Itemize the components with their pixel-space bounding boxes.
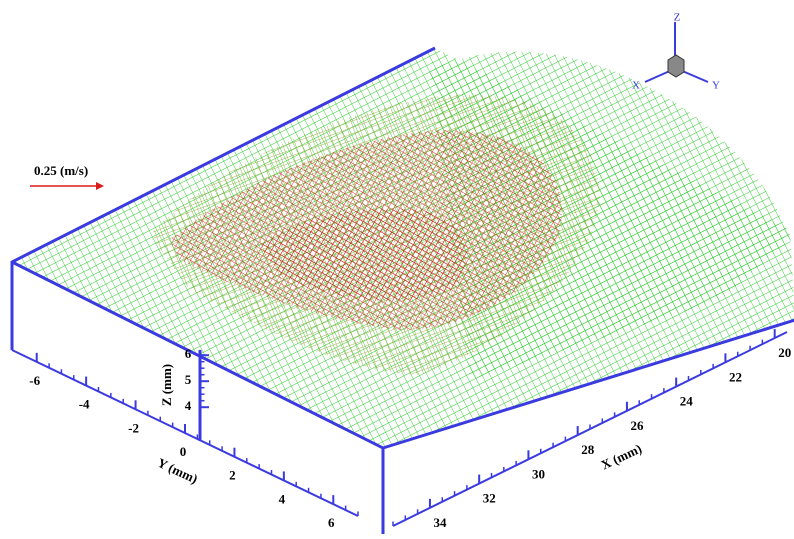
y-axis-label: Y (mm): [155, 455, 200, 487]
y-axis-tick-label: 0: [180, 444, 187, 459]
y-axis-tick-label: 6: [328, 515, 335, 530]
triad-label: X: [632, 80, 640, 92]
y-axis-tick-label: -4: [79, 397, 90, 412]
z-axis-tick-label: 4: [185, 398, 192, 413]
x-axis-label: X (mm): [599, 441, 644, 473]
y-axis-tick-label: 2: [229, 468, 236, 483]
y-axis-tick-label: -2: [128, 420, 139, 435]
z-axis-tick-label: 5: [185, 372, 192, 387]
x-axis-tick-label: 34: [433, 515, 447, 530]
y-axis-tick-label: -6: [29, 373, 40, 388]
x-axis-tick-label: 30: [532, 466, 545, 481]
x-axis-tick-label: 22: [729, 369, 742, 384]
z-axis-tick-label: 6: [185, 346, 192, 361]
reference-vector-label: 0.25 (m/s): [34, 163, 88, 178]
x-axis-tick-label: 28: [581, 442, 595, 457]
y-axis-tick-label: 4: [279, 491, 286, 506]
triad-label: Y: [712, 80, 720, 92]
z-axis-label: Z (mm): [159, 364, 174, 406]
triad-label: Z: [674, 12, 681, 24]
reference-vector: [30, 182, 104, 190]
x-axis-tick-label: 24: [680, 394, 694, 409]
x-axis-tick-label: 26: [630, 418, 644, 433]
surface-mesh: [12, 48, 794, 448]
triad: [644, 22, 709, 83]
vector-head: [96, 182, 104, 190]
x-axis-tick-label: 20: [778, 345, 791, 360]
x-axis-tick-label: 32: [483, 491, 496, 506]
